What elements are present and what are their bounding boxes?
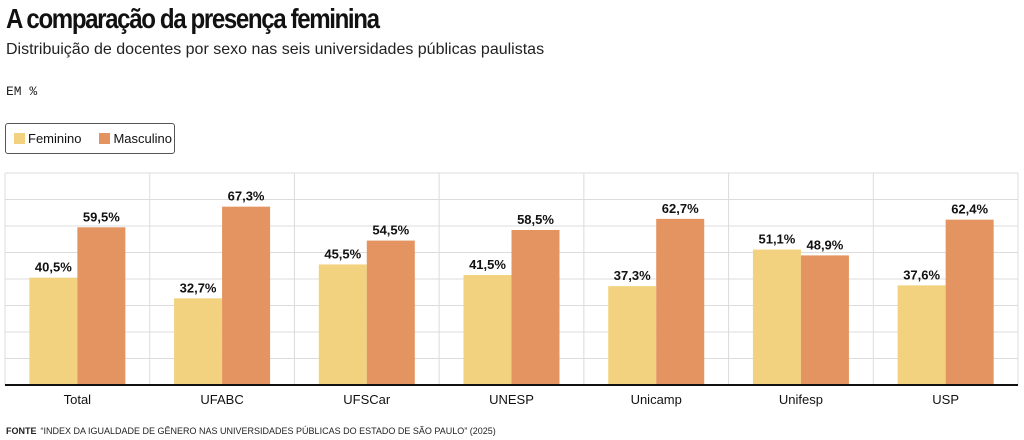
bar-female-total <box>29 277 78 385</box>
legend-label-male: Masculino <box>113 131 172 146</box>
category-label: UNESP <box>489 392 534 407</box>
bar-female-unesp <box>463 275 512 385</box>
data-label: 40,5% <box>35 260 72 275</box>
unit-label: EM % <box>6 84 38 99</box>
data-label: 67,3% <box>228 189 265 204</box>
data-label: 54,5% <box>372 223 409 238</box>
source-label: FONTE <box>6 426 37 436</box>
bar-male-unicamp <box>656 218 705 385</box>
category-label: Unicamp <box>631 392 682 407</box>
data-label: 48,9% <box>806 237 843 252</box>
bar-female-unicamp <box>608 286 657 385</box>
data-label: 37,6% <box>903 267 940 282</box>
bar-male-unifesp <box>800 255 849 385</box>
bar-female-unifesp <box>752 249 801 385</box>
chart-subtitle: Distribuição de docentes por sexo nas se… <box>6 41 545 58</box>
source-text: “INDEX DA IGUALDADE DE GÊNERO NAS UNIVER… <box>40 426 496 436</box>
bar-male-unesp <box>511 229 560 385</box>
data-label: 41,5% <box>469 257 506 272</box>
category-label: USP <box>932 392 959 407</box>
data-label: 37,3% <box>614 268 651 283</box>
data-label: 45,5% <box>324 246 361 261</box>
bar-male-ufabc <box>222 206 271 385</box>
data-label: 62,7% <box>662 201 699 216</box>
bar-male-ufscar <box>366 240 415 385</box>
legend: Feminino Masculino <box>5 123 175 154</box>
chart-title: A comparação da presença feminina <box>6 3 380 34</box>
data-label: 58,5% <box>517 212 554 227</box>
category-label: UFSCar <box>343 392 391 407</box>
bar-female-ufscar <box>318 264 367 385</box>
category-label: Total <box>64 392 92 407</box>
bar-male-total <box>77 227 126 385</box>
data-label: 62,4% <box>951 202 988 217</box>
legend-swatch-female <box>14 133 25 144</box>
data-label: 51,1% <box>758 232 795 247</box>
legend-swatch-male <box>99 133 111 144</box>
legend-item-male: Masculino <box>99 131 172 146</box>
category-label: UFABC <box>200 392 243 407</box>
bar-chart: 40,5% 59,5% Total 32,7% 67,3% UFABC 45,5% 54,5%… <box>4 172 1019 407</box>
data-label: 59,5% <box>83 209 120 224</box>
source-note: FONTE “INDEX DA IGUALDADE DE GÊNERO NAS U… <box>6 426 496 436</box>
data-label: 32,7% <box>180 280 217 295</box>
bar-female-usp <box>897 285 946 385</box>
bar-female-ufabc <box>174 298 223 385</box>
category-label: Unifesp <box>779 392 823 407</box>
bar-male-usp <box>945 219 994 385</box>
legend-item-female: Feminino <box>14 131 81 146</box>
legend-label-female: Feminino <box>28 131 82 146</box>
